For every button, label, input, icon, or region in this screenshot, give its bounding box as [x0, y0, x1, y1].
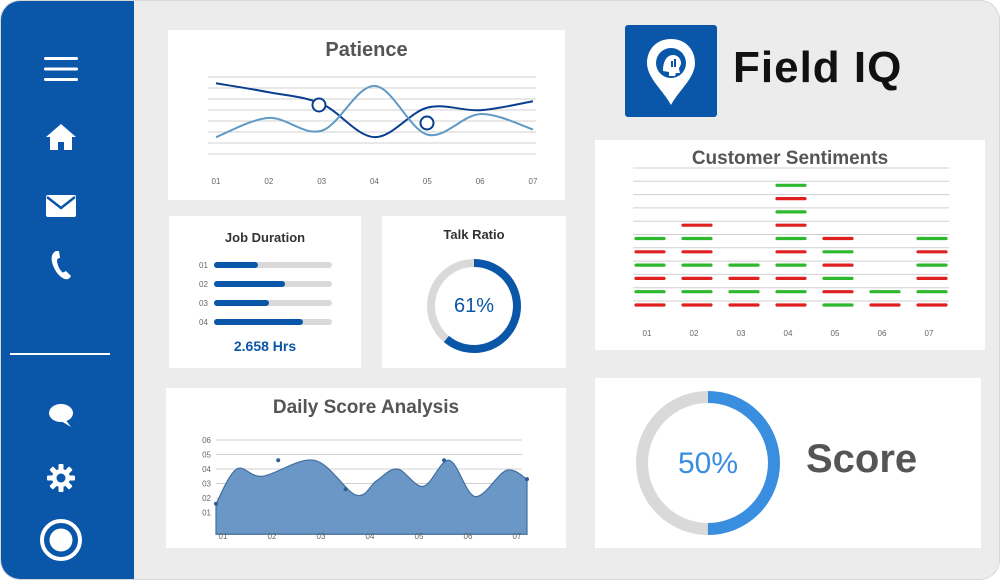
daily-point [525, 477, 529, 482]
job-row-label: 02 [199, 280, 208, 289]
daily-score-card: Daily Score Analysis 06 05 04 03 02 01 01 02 03 0… [166, 388, 566, 548]
chat-icon[interactable] [43, 397, 79, 433]
sentiments-chart: 01 02 03 04 05 06 07 [633, 167, 949, 338]
score-card: 50% Score [595, 378, 981, 548]
score-value: 50% [677, 447, 739, 480]
job-row-label: 03 [199, 299, 208, 308]
sidebar-divider [10, 353, 110, 355]
daily-score-chart: 06 05 04 03 02 01 01 02 03 04 05 06 07 [202, 436, 529, 541]
x-tick-label: 06 [464, 532, 473, 541]
daily-point [276, 458, 281, 463]
patience-series-line [215, 84, 534, 139]
x-tick-label: 01 [643, 329, 652, 338]
brand: Field IQ [625, 25, 925, 117]
x-tick-label: 03 [737, 329, 746, 338]
x-tick-label: 01 [219, 532, 228, 541]
x-tick-label: 04 [370, 177, 379, 186]
job-duration-card: Job Duration 01 02 03 04 2.658 Hrs [169, 216, 361, 368]
job-row-track [214, 319, 332, 325]
job-row-fill [214, 319, 303, 325]
location-pin-head-icon [625, 25, 717, 117]
patience-marker [419, 115, 435, 131]
x-tick-label: 02 [268, 532, 277, 541]
job-row-track [214, 262, 332, 268]
phone-icon[interactable] [43, 247, 79, 283]
daily-point [343, 487, 348, 492]
job-row-fill [214, 262, 258, 268]
y-tick-label: 04 [202, 465, 211, 474]
x-tick-label: 05 [423, 177, 432, 186]
job-row-fill [214, 300, 270, 306]
job-row-fill [214, 281, 285, 287]
sidebar [1, 1, 134, 579]
x-tick-label: 01 [212, 177, 221, 186]
patience-card: Patience 01 02 03 04 05 06 07 [168, 30, 565, 200]
x-tick-label: 07 [529, 177, 538, 186]
y-tick-label: 01 [202, 509, 211, 518]
home-icon[interactable] [43, 119, 79, 155]
x-tick-label: 06 [878, 329, 887, 338]
talk-ratio-value: 61% [453, 295, 495, 317]
y-tick-label: 06 [202, 436, 211, 445]
menu-icon[interactable] [43, 51, 79, 87]
patience-series-line [215, 82, 534, 139]
job-row-label: 01 [199, 261, 208, 270]
x-tick-label: 07 [925, 329, 934, 338]
x-tick-label: 03 [317, 532, 326, 541]
job-row-track [214, 300, 332, 306]
x-tick-label: 03 [317, 177, 326, 186]
brand-name: Field IQ [733, 43, 903, 92]
x-tick-label: 07 [513, 532, 522, 541]
x-tick-label: 05 [831, 329, 840, 338]
sentiments-title: Customer Sentiments [691, 148, 889, 169]
mail-icon[interactable] [43, 188, 79, 224]
daily-score-title: Daily Score Analysis [272, 397, 460, 418]
sentiments-card: Customer Sentiments 01 02 03 04 05 06 07 [595, 140, 985, 350]
y-tick-label: 05 [202, 451, 211, 460]
patience-chart: 01 02 03 04 05 06 07 [208, 76, 538, 186]
y-tick-label: 03 [202, 480, 211, 489]
score-label: Score [806, 437, 918, 481]
y-tick-label: 02 [202, 494, 211, 503]
record-icon[interactable] [38, 517, 84, 563]
talk-ratio-title: Talk Ratio [443, 227, 505, 242]
x-tick-label: 06 [476, 177, 485, 186]
patience-marker [311, 97, 327, 113]
daily-point [214, 501, 218, 506]
x-tick-label: 05 [415, 532, 424, 541]
x-tick-label: 02 [690, 329, 699, 338]
patience-title: Patience [325, 39, 408, 61]
x-tick-label: 02 [264, 177, 273, 186]
job-duration-title: Job Duration [224, 230, 306, 245]
job-row-label: 04 [199, 318, 208, 327]
job-duration-total: 2.658 Hrs [233, 338, 297, 354]
score-gauge [636, 391, 780, 535]
x-tick-label: 04 [366, 532, 375, 541]
daily-area [215, 459, 528, 535]
job-row-track [214, 281, 332, 287]
daily-point [442, 458, 447, 463]
talk-ratio-card: Talk Ratio 61% [382, 216, 566, 368]
gear-icon[interactable] [43, 460, 79, 496]
x-tick-label: 04 [784, 329, 793, 338]
talk-ratio-gauge [427, 259, 521, 353]
